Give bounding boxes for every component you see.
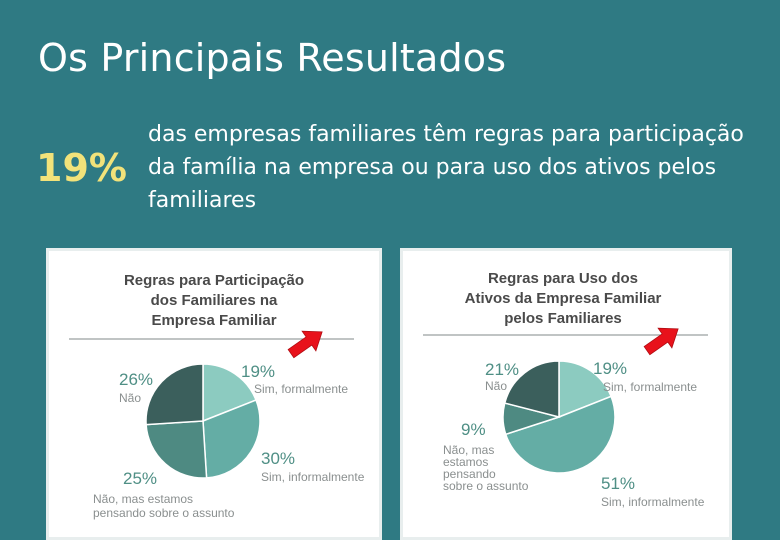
highlight-value: 19% [36,146,127,190]
slice-percent-label: 19% [593,359,627,378]
pie-slice [202,399,261,479]
slice-category-label: Sim, informalmente [261,470,365,484]
highlight-arrow-icon [643,327,679,356]
pie-slice [145,363,204,426]
pie-slice [504,395,616,474]
chart-panel-participation: Regras para Participação dos Familiares n… [46,248,382,540]
slice-percent-label: 9% [461,420,486,439]
slice-percent-label: 19% [241,362,275,381]
chart-title: Regras para Participação dos Familiares n… [124,272,304,329]
pie-slice [145,420,208,479]
slice-category-label: Não [485,379,507,393]
slide-title: Os Principais Resultados [38,36,507,80]
slice-percent-label: 25% [123,469,157,488]
slice-category-label: Sim, informalmente [601,495,705,509]
slice-category-label: Sim, formalmente [254,382,348,396]
pie-slice [503,360,560,418]
pie-chart-assets: Regras para Uso dos Ativos da Empresa Fam… [423,270,708,509]
slice-category-label: Não, mas estamos pensando sobre o assunto [93,492,235,520]
chart-title: Regras para Uso dos Ativos da Empresa Fam… [465,270,662,327]
pie-chart-participation: Regras para Participação dos Familiares n… [69,272,365,520]
slice-percent-label: 51% [601,474,635,493]
slice-percent-label: 26% [119,370,153,389]
pie-slice [202,363,257,423]
chart-panel-assets: Regras para Uso dos Ativos da Empresa Fam… [400,248,732,540]
highlight-text: das empresas familiares têm regras para … [148,122,744,213]
slice-percent-label: 30% [261,449,295,468]
pie-slice [558,360,613,419]
slice-percent-label: 21% [485,360,519,379]
highlight-arrow-icon [287,330,323,359]
slice-category-label: Não [119,391,141,405]
slice-category-label: Sim, formalmente [603,380,697,394]
slice-category-label: Não, mas estamos pensando sobre o assunto [443,443,529,493]
